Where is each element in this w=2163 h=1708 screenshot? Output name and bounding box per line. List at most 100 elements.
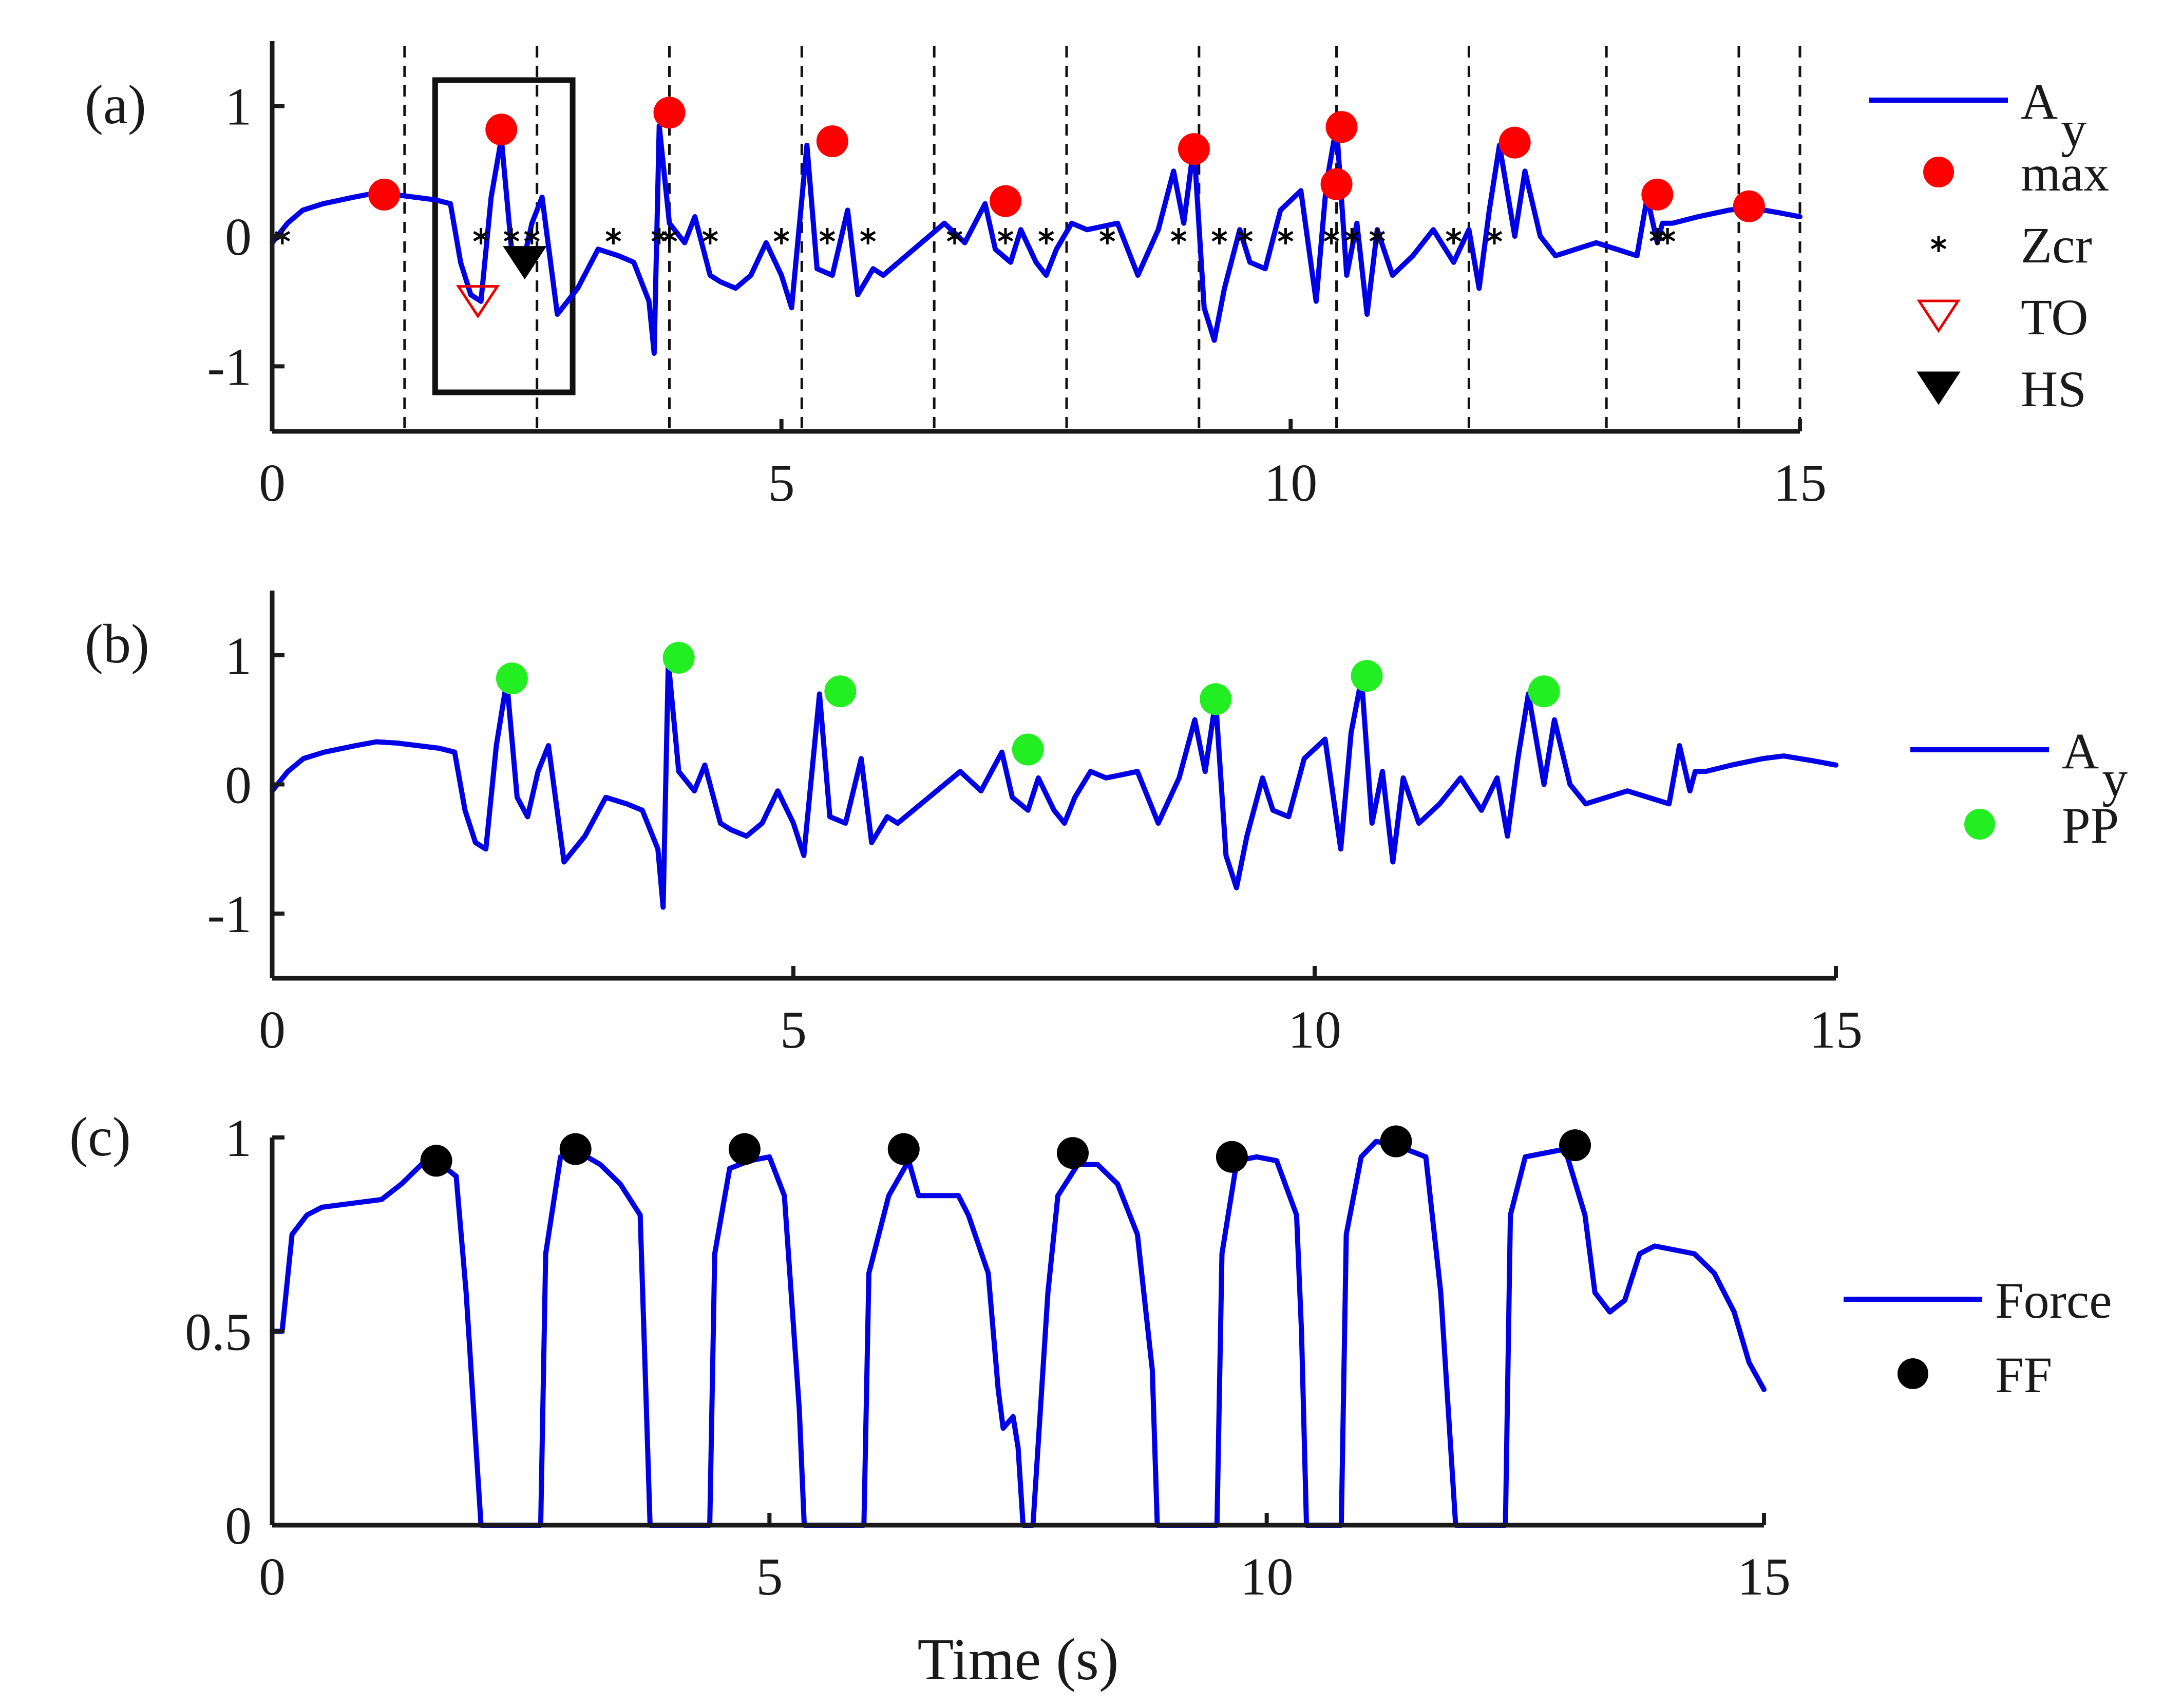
- x-tick-label: 10: [1240, 1547, 1294, 1606]
- ff-marker: [1216, 1141, 1248, 1173]
- ff-marker: [887, 1133, 920, 1165]
- legend-label: HS: [2021, 360, 2086, 417]
- pp-marker: [1200, 683, 1232, 715]
- x-tick-label: 15: [1737, 1547, 1791, 1606]
- zcr-marker: [819, 228, 836, 244]
- x-tick-label: 0: [259, 453, 286, 513]
- zcr-marker: [946, 228, 962, 244]
- pp-marker: [824, 675, 857, 708]
- zcr-marker: [661, 228, 677, 244]
- highlight-box: [432, 77, 576, 395]
- x-tick-label: 15: [1809, 1000, 1863, 1059]
- series-line-a-y: [270, 659, 1838, 910]
- hs-marker: [503, 246, 547, 280]
- zcr-marker: [1660, 228, 1676, 244]
- max-marker: [1320, 168, 1353, 200]
- zcr-marker: [1486, 228, 1503, 244]
- legend-label: PP: [2062, 797, 2119, 854]
- zcr-marker: [605, 228, 621, 244]
- zcr-marker: [1323, 228, 1339, 244]
- legend-label: TO: [2021, 289, 2089, 346]
- zcr-marker: [702, 228, 718, 244]
- ff-marker: [1057, 1137, 1089, 1169]
- max-marker: [1325, 111, 1358, 143]
- max-marker: [485, 113, 518, 146]
- panel-label-b: (b): [85, 614, 149, 675]
- pp-marker: [662, 641, 695, 674]
- max-marker: [1498, 126, 1531, 159]
- x-tick-label: 0: [259, 1000, 286, 1059]
- legend-ff-swatch: [1898, 1358, 1928, 1389]
- pp-marker: [1528, 675, 1560, 708]
- zcr-marker: [473, 228, 489, 244]
- panel-label-a: (a): [85, 74, 146, 136]
- zcr-marker: [1211, 228, 1227, 244]
- legend-c: Force FF: [1844, 1272, 2112, 1403]
- pp-marker: [1351, 660, 1383, 692]
- max-marker: [653, 97, 686, 129]
- max-marker: [1178, 133, 1210, 165]
- legend-label: A: [2021, 73, 2058, 130]
- series-line-force: [270, 1138, 1767, 1528]
- y-tick-label: 1: [225, 78, 252, 137]
- pp-marker: [496, 662, 528, 695]
- legend-label-subscript: y: [2061, 101, 2086, 158]
- zcr-marker: [503, 228, 520, 244]
- series-line-a-y: [270, 123, 1802, 356]
- zcr-marker: [1099, 228, 1115, 244]
- panel-c: (c) 0 5 10 15 1 0.5 0 Time (s) Force FF: [69, 1107, 2112, 1693]
- y-tick-label: 1: [225, 1109, 252, 1168]
- ff-marker: [728, 1133, 761, 1165]
- y-tick-label: -1: [207, 337, 252, 396]
- ff-marker: [1559, 1129, 1591, 1162]
- x-tick-label: 10: [1288, 1000, 1341, 1059]
- zcr-marker: [1237, 228, 1253, 244]
- legend-pp-swatch: [1964, 809, 1995, 840]
- zcr-marker: [1038, 228, 1054, 244]
- y-tick-label: 1: [225, 627, 252, 686]
- x-tick-label: 5: [756, 1547, 783, 1606]
- ff-marker: [559, 1133, 592, 1165]
- zcr-marker: [1278, 228, 1294, 244]
- zcr-marker: [524, 228, 540, 244]
- y-tick-label: 0.5: [185, 1303, 252, 1362]
- x-tick-label: 15: [1773, 453, 1827, 513]
- zcr-marker: [1446, 228, 1462, 244]
- zcr-marker: [1369, 228, 1386, 244]
- legend-to-swatch: [1917, 299, 1961, 333]
- y-tick-label: 0: [225, 1496, 252, 1555]
- ff-marker: [1380, 1125, 1412, 1157]
- pp-marker: [1012, 733, 1044, 766]
- y-tick-label: 0: [225, 756, 252, 815]
- legend-label-subscript: y: [2102, 750, 2128, 807]
- to-marker: [456, 285, 500, 319]
- legend-label: Force: [1995, 1272, 2112, 1329]
- max-marker: [816, 125, 848, 158]
- x-tick-label: 10: [1264, 453, 1317, 513]
- legend-label: Zcr: [2021, 217, 2092, 274]
- x-axis-label: Time (s): [917, 1627, 1118, 1693]
- max-marker: [368, 178, 401, 211]
- x-tick-label: 5: [768, 453, 795, 513]
- legend-zcr-swatch: [1930, 236, 1947, 252]
- zcr-marker: [773, 228, 789, 244]
- legend-label: FF: [1995, 1346, 2052, 1403]
- max-marker: [1733, 190, 1765, 222]
- x-tick-label: 5: [780, 1000, 807, 1059]
- y-tick-label: -1: [207, 885, 252, 944]
- legend-max-swatch: [1923, 157, 1954, 187]
- x-tick-label: 0: [259, 1547, 286, 1606]
- zcr-marker: [997, 228, 1014, 244]
- zcr-marker: [1171, 228, 1187, 244]
- max-marker: [990, 185, 1021, 217]
- panel-label-c: (c): [69, 1107, 131, 1168]
- max-marker: [1641, 178, 1674, 211]
- legend-label: max: [2021, 145, 2109, 202]
- ff-marker: [420, 1145, 452, 1177]
- zcr-marker: [1344, 228, 1360, 244]
- legend-hs-swatch: [1917, 371, 1961, 405]
